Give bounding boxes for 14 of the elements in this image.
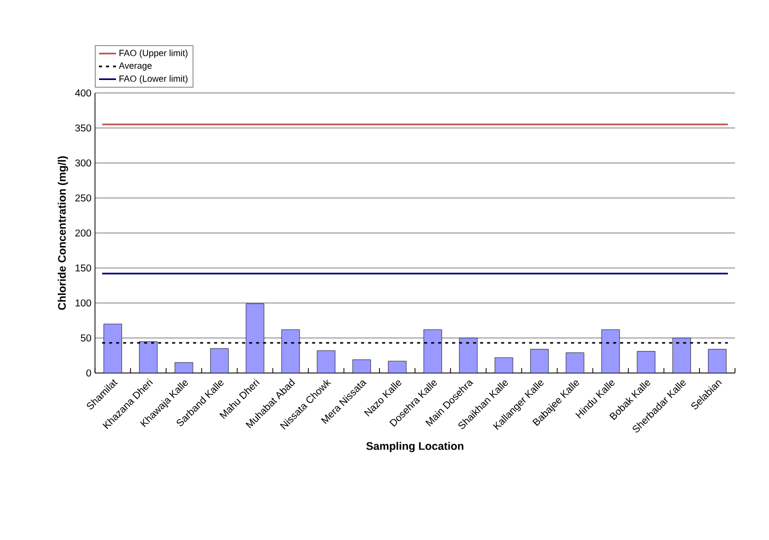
legend-label: FAO (Lower limit) <box>120 75 188 84</box>
y-tick-label: 0 <box>86 369 92 377</box>
y-axis-title: Chloride Concentration (mg/l) <box>58 156 68 310</box>
y-tick-label: 300 <box>75 159 92 167</box>
y-tick-label: 350 <box>75 124 92 132</box>
y-tick-label: 400 <box>75 89 92 97</box>
y-tick-label: 250 <box>75 194 92 202</box>
y-tick-label: 200 <box>75 229 92 237</box>
y-tick-label: 150 <box>76 264 92 272</box>
y-tick-label: 50 <box>80 334 92 342</box>
legend-label: Average <box>118 62 152 71</box>
y-tick-label: 100 <box>76 299 92 307</box>
x-axis-title: Sampling Location <box>366 442 464 452</box>
legend-label: FAO (Upper limit) <box>120 50 188 58</box>
